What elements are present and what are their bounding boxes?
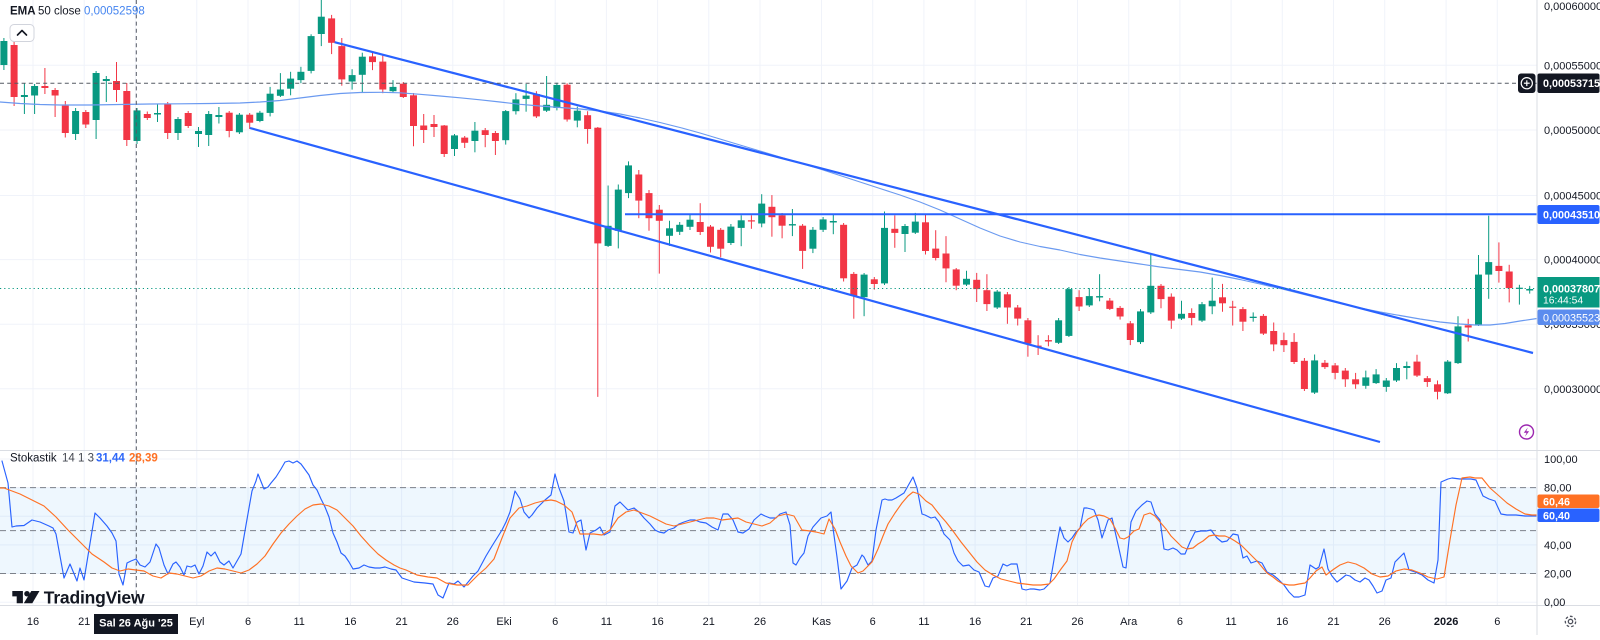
svg-text:Ara: Ara bbox=[1120, 616, 1138, 628]
svg-text:100,00: 100,00 bbox=[1544, 454, 1578, 466]
svg-text:80,00: 80,00 bbox=[1544, 483, 1572, 495]
svg-text:2026: 2026 bbox=[1434, 616, 1458, 628]
svg-text:21: 21 bbox=[78, 616, 90, 628]
svg-text:6: 6 bbox=[870, 616, 876, 628]
svg-text:31,44: 31,44 bbox=[96, 453, 125, 465]
svg-text:16: 16 bbox=[1276, 616, 1288, 628]
svg-text:Sal 26 Ağu '25: Sal 26 Ağu '25 bbox=[99, 618, 173, 630]
svg-text:0,00043510: 0,00043510 bbox=[1543, 209, 1600, 221]
svg-text:21: 21 bbox=[395, 616, 407, 628]
svg-text:26: 26 bbox=[447, 616, 459, 628]
svg-text:0,00030000: 0,00030000 bbox=[1544, 384, 1600, 396]
svg-text:0,00052598: 0,00052598 bbox=[84, 6, 145, 18]
svg-text:40,00: 40,00 bbox=[1544, 540, 1572, 552]
svg-text:11: 11 bbox=[601, 616, 612, 628]
svg-text:0,00045000: 0,00045000 bbox=[1544, 191, 1600, 203]
svg-text:26: 26 bbox=[754, 616, 766, 628]
svg-text:21: 21 bbox=[703, 616, 715, 628]
svg-text:6: 6 bbox=[1177, 616, 1183, 628]
svg-text:0,00040000: 0,00040000 bbox=[1544, 255, 1600, 267]
svg-text:Eyl: Eyl bbox=[189, 616, 204, 628]
svg-text:11: 11 bbox=[918, 616, 929, 628]
svg-text:0,00055000: 0,00055000 bbox=[1544, 60, 1600, 72]
svg-text:0,00037807: 0,00037807 bbox=[1543, 283, 1600, 295]
svg-text:28,39: 28,39 bbox=[129, 453, 158, 465]
svg-text:14 1 3: 14 1 3 bbox=[62, 453, 94, 465]
svg-text:60,40: 60,40 bbox=[1543, 510, 1570, 522]
svg-text:16: 16 bbox=[344, 616, 356, 628]
svg-text:20,00: 20,00 bbox=[1544, 569, 1572, 581]
svg-text:11: 11 bbox=[1225, 616, 1236, 628]
svg-text:6: 6 bbox=[1494, 616, 1500, 628]
svg-text:6: 6 bbox=[245, 616, 251, 628]
svg-text:Eki: Eki bbox=[496, 616, 511, 628]
svg-text:0,00060000: 0,00060000 bbox=[1544, 1, 1600, 13]
svg-text:0,00: 0,00 bbox=[1544, 597, 1565, 609]
svg-text:16: 16 bbox=[651, 616, 663, 628]
svg-text:Stokastik: Stokastik bbox=[10, 453, 57, 465]
svg-text:EMA: EMA bbox=[10, 6, 36, 18]
svg-text:0,00035523: 0,00035523 bbox=[1543, 312, 1600, 324]
svg-text:50 close: 50 close bbox=[38, 6, 81, 18]
svg-text:60,46: 60,46 bbox=[1543, 496, 1570, 508]
svg-text:21: 21 bbox=[1327, 616, 1339, 628]
svg-text:6: 6 bbox=[552, 616, 558, 628]
svg-text:16: 16 bbox=[27, 616, 39, 628]
svg-text:Kas: Kas bbox=[812, 616, 831, 628]
svg-text:16: 16 bbox=[969, 616, 981, 628]
svg-text:16:44:54: 16:44:54 bbox=[1543, 295, 1583, 306]
svg-text:11: 11 bbox=[293, 616, 304, 628]
svg-text:0,00053715: 0,00053715 bbox=[1543, 78, 1600, 90]
svg-text:26: 26 bbox=[1379, 616, 1391, 628]
svg-text:26: 26 bbox=[1071, 616, 1083, 628]
svg-text:0,00050000: 0,00050000 bbox=[1544, 125, 1600, 137]
svg-text:TradingView: TradingView bbox=[44, 587, 145, 607]
svg-text:21: 21 bbox=[1020, 616, 1032, 628]
